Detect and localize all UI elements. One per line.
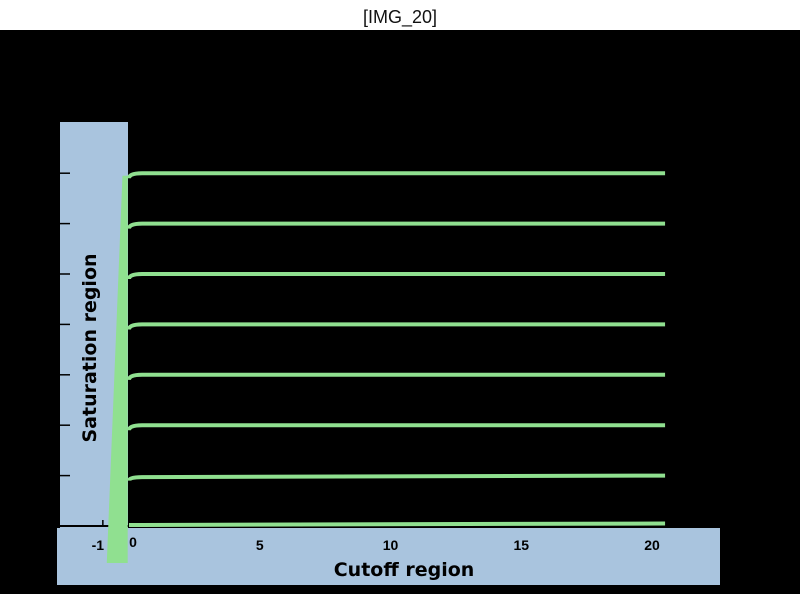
series-line-2 <box>127 473 666 482</box>
curve-rise-region <box>106 175 128 563</box>
series-line-5 <box>127 322 666 330</box>
line-chart: -1 0 5 10 15 20 Saturation region Cutoff regi… <box>57 122 720 585</box>
x-tick-label: -1 <box>92 537 105 553</box>
series-line-8 <box>127 171 666 179</box>
x-tick-label: 20 <box>644 537 660 553</box>
chart-title: [IMG_20] <box>0 0 800 30</box>
series-line-7 <box>127 221 666 229</box>
chart-canvas: -1 0 5 10 15 20 Saturation region Cutoff regi… <box>0 30 800 594</box>
series-line-6 <box>127 272 666 280</box>
series-line-1 <box>128 521 666 527</box>
series-line-4 <box>127 372 666 381</box>
x-tick-label: 10 <box>383 537 399 553</box>
x-axis-title: Cutoff region <box>334 559 475 581</box>
x-tick-label: 5 <box>256 537 264 553</box>
x-axis-panel <box>57 528 720 585</box>
series-line-3 <box>127 423 666 431</box>
x-tick-label: 15 <box>513 537 529 553</box>
x-tick-label: 0 <box>129 534 137 550</box>
y-axis-title: Saturation region <box>79 253 101 442</box>
